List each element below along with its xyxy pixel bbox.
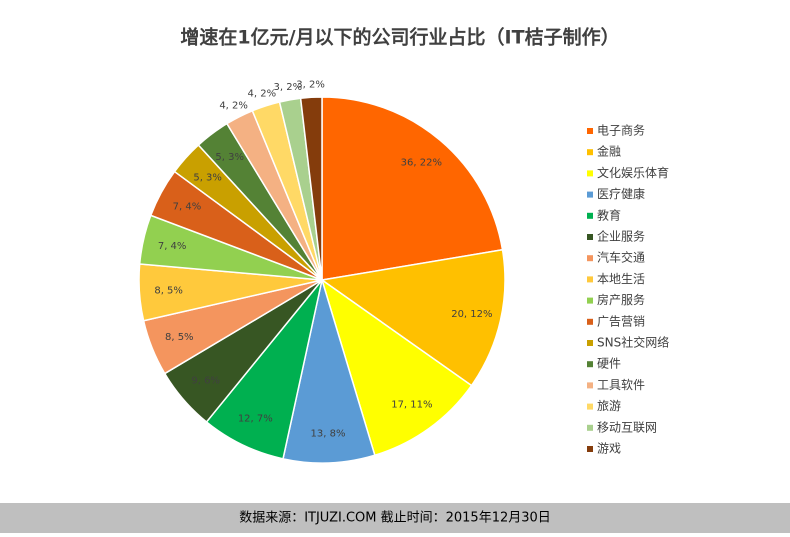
legend-label: 工具软件 xyxy=(597,378,645,392)
data-label: 5, 3% xyxy=(215,152,244,163)
legend-label: 电子商务 xyxy=(597,123,645,138)
data-label: 8, 5% xyxy=(165,332,194,343)
legend-label: 本地生活 xyxy=(597,272,645,286)
legend-label: 广告营销 xyxy=(597,314,645,328)
pie-slice xyxy=(321,96,504,281)
legend-label: 汽车交通 xyxy=(597,250,645,265)
data-label: 13, 8% xyxy=(311,429,346,440)
legend-swatch xyxy=(587,297,593,304)
data-label: 4, 2% xyxy=(219,100,248,111)
data-label: 5, 3% xyxy=(193,172,222,183)
legend-swatch xyxy=(587,191,593,198)
legend-label: 医疗健康 xyxy=(597,186,645,201)
data-label: 4, 2% xyxy=(248,89,277,100)
legend-label: 游戏 xyxy=(597,442,621,456)
legend-label: 教育 xyxy=(597,207,621,222)
data-label: 36, 22% xyxy=(401,158,442,169)
data-label: 12, 7% xyxy=(238,413,273,424)
data-label: 20, 12% xyxy=(451,309,492,320)
legend-label: 金融 xyxy=(597,144,621,159)
data-label: 3, 2% xyxy=(273,82,302,93)
pie-slice xyxy=(320,248,506,387)
legend-label: 硬件 xyxy=(597,357,621,371)
legend-label: 旅游 xyxy=(597,399,621,413)
pie-slice xyxy=(320,278,473,457)
legend-swatch xyxy=(587,255,593,262)
data-label: 8, 5% xyxy=(154,285,183,296)
legend-swatch xyxy=(587,340,593,346)
legend-label: SNS社交网络 xyxy=(597,335,669,350)
legend-swatch xyxy=(587,424,593,431)
legend-swatch xyxy=(587,149,593,156)
legend-swatch xyxy=(587,212,593,219)
footer: 数据来源：ITJUZI.COM 截止时间：2015年12月30日 xyxy=(239,511,551,526)
legend-swatch xyxy=(587,276,593,283)
legend-swatch xyxy=(587,403,593,410)
pie-slice xyxy=(282,277,376,464)
data-label: 17, 11% xyxy=(391,400,432,411)
legend-swatch xyxy=(587,170,593,177)
data-label: 9, 6% xyxy=(191,375,220,386)
data-label: 7, 4% xyxy=(173,202,202,213)
legend-swatch xyxy=(587,361,593,368)
footer-bar xyxy=(0,503,790,533)
legend-swatch xyxy=(587,318,593,325)
legend-label: 房产服务 xyxy=(597,292,645,307)
legend-swatch xyxy=(587,382,593,389)
legend-swatch xyxy=(587,446,593,452)
legend-swatch xyxy=(587,234,593,240)
legend-label: 文化娱乐体育 xyxy=(597,165,669,180)
legend-swatch xyxy=(587,128,593,134)
legend-label: 移动互联网 xyxy=(597,420,657,434)
legend-label: 企业服务 xyxy=(597,229,645,244)
chart-title: 增速在1亿元/月以下的公司行业占比（IT桔子制作） xyxy=(180,26,619,49)
data-label: 3, 2% xyxy=(296,80,325,91)
data-label: 7, 4% xyxy=(158,241,187,252)
pie-slice xyxy=(299,96,323,281)
